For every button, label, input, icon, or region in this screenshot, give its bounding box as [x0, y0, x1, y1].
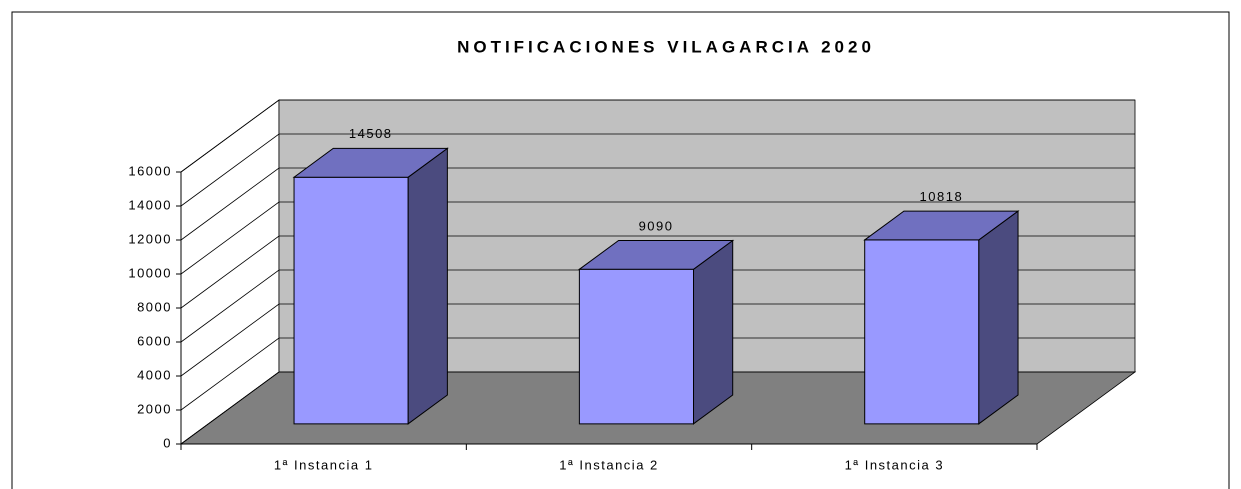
bar-top [292, 147, 449, 178]
grid-line [180, 167, 1135, 241]
y-tick-label: 14000 [128, 197, 172, 212]
y-tick-label: 4000 [137, 367, 172, 382]
x-tick-label: 1ª Instancia 1 [274, 457, 374, 472]
grid-line [180, 269, 1135, 343]
grid-line [180, 201, 1135, 275]
bar-side [693, 239, 734, 425]
grid-line [180, 133, 1135, 207]
grid-line [180, 235, 1135, 309]
grid-line [180, 99, 1135, 173]
value-label: 14508 [349, 126, 393, 141]
y-tick-label: 8000 [137, 299, 172, 314]
grid-line [180, 371, 1135, 445]
x-tick-label: 1ª Instancia 2 [559, 457, 659, 472]
y-tick-label: 6000 [137, 333, 172, 348]
bar-top [863, 210, 1020, 241]
bar-front [578, 268, 695, 425]
bar [577, 239, 735, 425]
bar-side [978, 210, 1019, 425]
y-tick-label: 0 [163, 435, 172, 450]
value-label: 10818 [920, 189, 964, 204]
bar-front [293, 176, 409, 425]
grid-line [180, 303, 1135, 377]
bar-front [864, 239, 980, 425]
value-label: 9090 [639, 218, 674, 233]
bar-side [407, 147, 448, 425]
bar [292, 147, 449, 425]
chart-title: NOTIFICACIONES VILAGARCIA 2020 [457, 37, 875, 56]
y-tick-label: 10000 [128, 265, 172, 280]
grid-line [180, 337, 1135, 411]
y-tick-label: 2000 [137, 401, 172, 416]
y-tick-label: 12000 [128, 231, 172, 246]
bar-top [577, 240, 735, 270]
y-tick-label: 16000 [128, 163, 172, 178]
x-tick-label: 1ª Instancia 3 [845, 457, 945, 472]
bar [863, 210, 1020, 425]
